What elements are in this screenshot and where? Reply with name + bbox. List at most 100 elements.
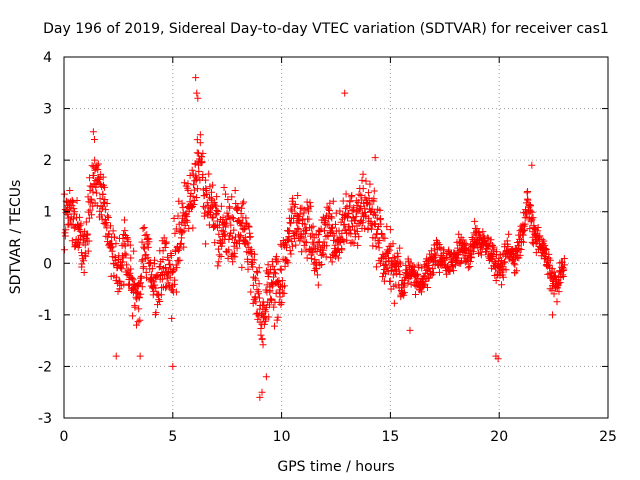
data-point [100,198,108,206]
data-point [284,259,292,267]
data-point [78,260,86,268]
data-point [97,211,105,219]
data-point [301,220,309,228]
data-point [318,260,326,268]
data-point [499,273,507,281]
data-point [107,222,115,230]
data-point [316,261,324,269]
data-point [201,209,209,217]
data-point [109,243,117,251]
data-point [152,309,160,317]
data-point [358,176,366,184]
data-point [376,206,384,214]
data-point [147,259,155,267]
data-point [292,241,300,249]
data-point [249,263,257,271]
data-point [390,299,398,307]
data-point [205,170,213,178]
data-point [372,263,380,271]
data-point [477,251,485,259]
data-point [129,276,137,284]
data-point [540,237,548,245]
data-point [222,190,230,198]
data-point [62,226,70,234]
data-point [274,257,282,265]
data-point [336,207,344,215]
data-point [165,256,173,264]
data-point [314,281,322,289]
data-point [384,248,392,256]
data-point [194,94,202,102]
data-point [471,217,479,225]
data-point [367,207,375,215]
data-point [309,249,317,257]
data-point [180,227,188,235]
data-point [377,220,385,228]
data-point [218,239,226,247]
data-point [183,218,191,226]
data-point [171,229,179,237]
data-point [61,232,69,240]
data-point [192,74,200,82]
data-point [137,272,145,280]
data-point [92,183,100,191]
data-point [259,341,267,349]
data-point [301,238,309,246]
data-point [366,201,374,209]
data-point [272,289,280,297]
data-point [237,231,245,239]
data-point [169,362,177,370]
data-point [274,313,282,321]
data-point [240,198,248,206]
data-point [193,194,201,202]
data-point [137,290,145,298]
data-point [396,271,404,279]
data-point [128,275,136,283]
data-point [208,214,216,222]
data-point [84,247,92,255]
data-point [490,243,498,251]
data-point [552,272,560,280]
data-point [255,294,263,302]
data-point [309,222,317,230]
data-point [202,240,210,248]
data-point [341,89,349,97]
data-point [231,253,239,261]
data-point [386,277,394,285]
data-point [103,200,111,208]
data-point [372,243,380,251]
data-point [357,191,365,199]
data-point [521,220,529,228]
data-point [328,224,336,232]
data-point [278,299,286,307]
data-point [157,291,165,299]
data-point [371,211,379,219]
data-point [370,187,378,195]
data-point [380,253,388,261]
data-point [78,249,86,257]
data-point [375,236,383,244]
data-point [174,246,182,254]
data-point [350,239,358,247]
data-point [239,200,247,208]
data-point [101,196,109,204]
data-point [359,170,367,178]
data-point [179,228,187,236]
data-point [434,239,442,247]
data-point [441,255,449,263]
data-point [377,230,385,238]
data-point [554,280,562,288]
data-point [160,234,168,242]
data-point [213,193,221,201]
data-point [407,259,415,267]
x-tick-label: 15 [381,429,399,445]
data-point [249,281,257,289]
data-point [127,254,135,262]
data-point [135,294,143,302]
data-point [425,264,433,272]
data-point [85,237,93,245]
data-point [313,271,321,279]
data-point [167,251,175,259]
data-point [144,254,152,262]
data-point [519,238,527,246]
